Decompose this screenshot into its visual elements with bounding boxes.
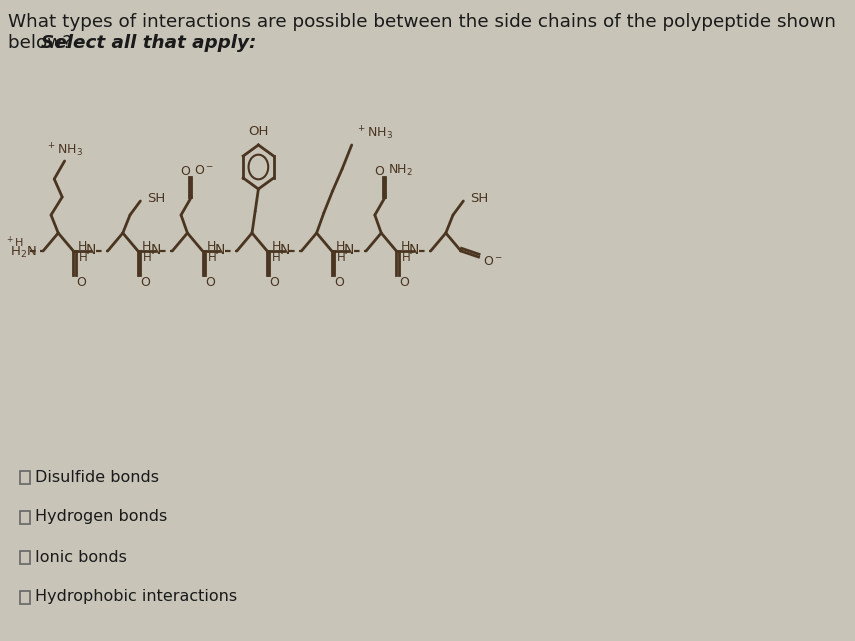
Text: O: O: [269, 276, 280, 288]
Text: SH: SH: [147, 192, 165, 204]
Text: H: H: [207, 240, 216, 253]
Text: O$^-$: O$^-$: [483, 254, 504, 267]
Text: O$^-$: O$^-$: [194, 163, 214, 176]
Text: H: H: [337, 251, 345, 263]
Text: O: O: [374, 165, 384, 178]
Text: $\mathregular{H_2N}$: $\mathregular{H_2N}$: [10, 244, 38, 260]
Text: O: O: [334, 276, 344, 288]
Text: NH$_2$: NH$_2$: [387, 162, 413, 178]
Text: SH: SH: [469, 192, 488, 204]
Text: H: H: [143, 251, 152, 263]
Text: $\mathregular{^+H}$: $\mathregular{^+H}$: [5, 235, 24, 249]
Text: Hydrophobic interactions: Hydrophobic interactions: [35, 590, 237, 604]
Text: H: H: [336, 240, 345, 253]
Text: O: O: [76, 276, 86, 288]
Text: H: H: [142, 240, 151, 253]
Text: N: N: [86, 243, 96, 257]
Text: O: O: [140, 276, 150, 288]
Text: Disulfide bonds: Disulfide bonds: [35, 469, 159, 485]
Text: H: H: [400, 240, 410, 253]
Text: H: H: [208, 251, 216, 263]
Text: N: N: [280, 243, 290, 257]
Text: What types of interactions are possible between the side chains of the polypepti: What types of interactions are possible …: [8, 13, 836, 31]
Bar: [20, 511, 30, 524]
Text: N: N: [409, 243, 419, 257]
Text: H: H: [78, 240, 87, 253]
Text: below?: below?: [8, 34, 78, 52]
Text: O: O: [180, 165, 190, 178]
Text: Hydrogen bonds: Hydrogen bonds: [35, 510, 168, 524]
Bar: [20, 551, 30, 564]
Bar: [20, 591, 30, 604]
Text: H: H: [402, 251, 410, 263]
Text: O: O: [398, 276, 409, 288]
Text: Ionic bonds: Ionic bonds: [35, 549, 127, 565]
Text: N: N: [150, 243, 161, 257]
Text: $\mathregular{^+NH_3}$: $\mathregular{^+NH_3}$: [46, 141, 83, 159]
Bar: [20, 471, 30, 484]
Text: Select all that apply:: Select all that apply:: [41, 34, 256, 52]
Text: H: H: [273, 251, 281, 263]
Text: N: N: [344, 243, 355, 257]
Text: $\mathregular{^+NH_3}$: $\mathregular{^+NH_3}$: [357, 124, 393, 142]
Text: N: N: [215, 243, 226, 257]
Text: OH: OH: [248, 124, 268, 138]
Text: H: H: [271, 240, 280, 253]
Text: O: O: [205, 276, 215, 288]
Text: H: H: [79, 251, 87, 263]
